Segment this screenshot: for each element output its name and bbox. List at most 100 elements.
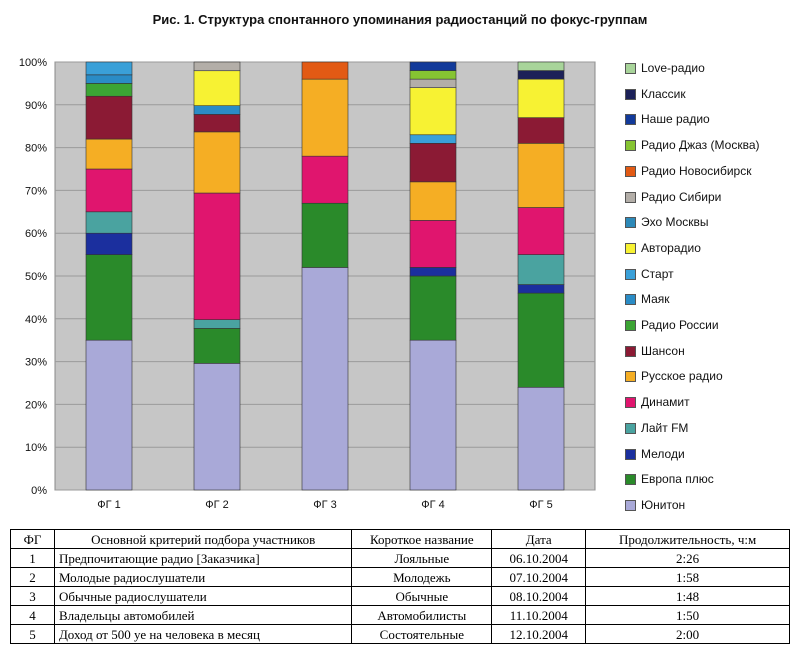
- table-row: 2 Молодые радиослушатели Молодежь 07.10.200…: [10, 567, 790, 587]
- x-tick-label: ФГ 2: [205, 499, 229, 511]
- y-tick-label: 20%: [25, 399, 47, 411]
- table-cell: Состоятельные: [351, 624, 493, 644]
- legend-label: Динамит: [641, 395, 690, 410]
- bar-segment: [517, 143, 565, 208]
- legend-label: Радио Сибири: [641, 189, 722, 204]
- table-body: 1 Предпочитающие радио [Заказчика] Лояльны…: [10, 548, 790, 644]
- table-cell: Предпочитающие радио [Заказчика]: [53, 548, 353, 568]
- y-tick-label: 50%: [25, 271, 47, 283]
- bar-segment: [517, 207, 565, 255]
- legend-label: Лайт FM: [641, 420, 689, 435]
- bar-segment: [301, 78, 349, 157]
- y-tick-label: 40%: [25, 314, 47, 326]
- bar-segment: [409, 220, 457, 268]
- bar-segment: [85, 83, 133, 97]
- legend-label: Мелоди: [641, 446, 685, 461]
- bar-segment: [85, 61, 133, 76]
- legend-swatch: [625, 217, 636, 229]
- bar-segment: [85, 339, 133, 491]
- legend-swatch: [625, 268, 636, 280]
- chart-title: Рис. 1. Структура спонтанного упоминания…: [152, 12, 648, 27]
- x-tick-label: ФГ 3: [313, 499, 337, 511]
- y-tick-label: 70%: [25, 185, 47, 197]
- table-header-cell: Продолжительность, ч:м: [585, 529, 790, 549]
- bar-segment: [517, 70, 565, 80]
- table-cell: Молодежь: [351, 567, 493, 587]
- legend-swatch: [625, 397, 636, 409]
- legend-swatch: [625, 422, 636, 434]
- bar-segment: [193, 114, 241, 133]
- table-cell: 11.10.2004: [491, 605, 587, 625]
- table-cell: 2:00: [585, 624, 790, 644]
- table-cell: 08.10.2004: [491, 586, 587, 606]
- y-tick-label: 80%: [25, 143, 47, 155]
- legend-label: Старт: [641, 266, 674, 281]
- bar-segment: [409, 87, 457, 136]
- bars: [85, 61, 565, 491]
- table-header-row: ФГ Основной критерий подбора участников …: [10, 529, 790, 549]
- y-tick-label: 100%: [19, 57, 47, 69]
- bar-segment: [301, 267, 349, 491]
- legend-swatch: [625, 448, 636, 460]
- info-table: ФГ Основной критерий подбора участников …: [10, 529, 790, 644]
- bar-segment: [409, 275, 457, 341]
- legend-swatch: [625, 191, 636, 203]
- legend-swatch: [625, 88, 636, 100]
- legend-label: Радио России: [641, 318, 719, 332]
- table-cell: 07.10.2004: [491, 567, 587, 587]
- bar-segment: [517, 117, 565, 144]
- y-axis-ticks: 0% 10% 20% 30% 40% 50% 60% 70% 80% 90% 100%: [19, 57, 47, 497]
- bar-segment: [193, 131, 241, 194]
- bar-segment: [193, 61, 241, 72]
- bar-segment: [517, 284, 565, 294]
- legend-label: Наше радио: [641, 112, 710, 127]
- legend-swatch: [625, 63, 636, 74]
- y-tick-label: 60%: [25, 228, 47, 240]
- bar-segment: [301, 155, 349, 204]
- legend-swatch: [625, 345, 636, 357]
- table-cell: Владельцы автомобилей: [53, 605, 353, 625]
- table-cell: 1: [10, 548, 55, 568]
- bar-segment: [85, 211, 133, 234]
- legend-label: Радио Джаз (Москва): [641, 138, 760, 153]
- legend-swatch: [625, 499, 636, 511]
- x-tick-label: ФГ 4: [421, 499, 445, 511]
- legend-swatch: [625, 165, 636, 177]
- table-cell: Доход от 500 уе на человека в месяц: [53, 624, 353, 644]
- table-row: 1 Предпочитающие радио [Заказчика] Лояльны…: [10, 548, 790, 568]
- table-cell: Молодые радиослушатели: [53, 567, 353, 587]
- legend-swatch: [625, 242, 636, 254]
- chart-svg: 0%10%20%30%40%50%60%70%80%90%100% ФГ 1 ФГ…: [19, 57, 596, 511]
- bar-segment: [409, 143, 457, 183]
- table-cell: 4: [10, 605, 55, 625]
- table-header-cell: Основной критерий подбора участников: [53, 529, 353, 549]
- table-cell: 2: [10, 567, 55, 587]
- x-tick-label: ФГ 5: [529, 499, 553, 511]
- legend-swatch: [625, 320, 636, 331]
- table-cell: 06.10.2004: [491, 548, 587, 568]
- legend-label: Шансон: [641, 343, 685, 358]
- legend-label: Радио Новосибирск: [641, 163, 752, 178]
- x-axis-ticks: ФГ 1 ФГ 2 ФГ 3 ФГ 4 ФГ 5: [97, 499, 553, 511]
- table-header-cell: Дата: [491, 529, 587, 549]
- bar-segment: [301, 202, 349, 268]
- y-tick-label: 30%: [25, 357, 47, 369]
- bar-segment: [517, 61, 565, 71]
- legend-label: Русское радио: [641, 369, 723, 384]
- legend-label: Классик: [641, 86, 686, 101]
- legend-swatch: [625, 474, 636, 486]
- bar-segment: [517, 386, 565, 491]
- bar-segment: [409, 339, 457, 491]
- bar-segment: [409, 134, 457, 144]
- bar-segment: [409, 181, 457, 221]
- bar-segment: [517, 254, 565, 285]
- bar-segment: [301, 61, 349, 80]
- table-cell: Лояльные: [351, 548, 493, 568]
- table-cell: 3: [10, 586, 55, 606]
- bar-segment: [409, 61, 457, 71]
- bar-segment: [409, 78, 457, 88]
- table-row: 4 Владельцы автомобилей Автомобилисты 11.10…: [10, 605, 790, 625]
- bar-segment: [409, 70, 457, 80]
- table-header-cell: ФГ: [10, 529, 55, 549]
